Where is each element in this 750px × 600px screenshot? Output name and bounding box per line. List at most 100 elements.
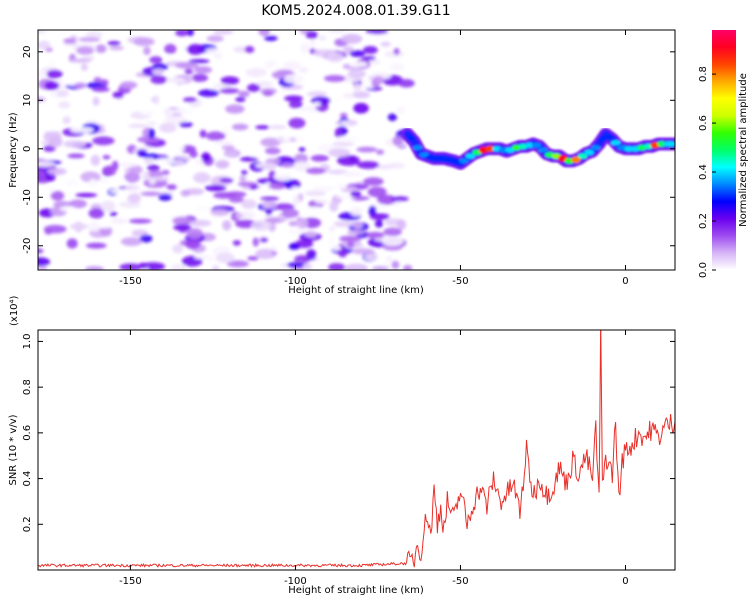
noise-blob bbox=[133, 37, 155, 47]
noise-blob bbox=[88, 178, 98, 188]
colorbar-tick-label: 0.6 bbox=[698, 115, 709, 131]
noise-blob bbox=[281, 163, 295, 168]
noise-blob bbox=[137, 136, 160, 144]
noise-blob bbox=[376, 164, 394, 170]
noise-blob bbox=[110, 217, 128, 225]
noise-blob bbox=[373, 75, 384, 85]
spectrogram-y-tick-label: 10 bbox=[22, 94, 33, 107]
noise-blob bbox=[170, 264, 187, 270]
noise-blob bbox=[95, 44, 107, 53]
noise-blob bbox=[173, 159, 186, 166]
noise-blob bbox=[398, 79, 415, 88]
noise-blob bbox=[225, 191, 247, 198]
noise-blob bbox=[271, 251, 278, 256]
noise-blob bbox=[147, 164, 160, 171]
noise-blob bbox=[143, 46, 151, 56]
noise-blob bbox=[91, 87, 110, 92]
noise-blob bbox=[127, 193, 141, 204]
noise-blob bbox=[152, 68, 165, 76]
colorbar-tick-label: 0.8 bbox=[698, 66, 709, 82]
trace-segment bbox=[610, 140, 621, 146]
noise-blob bbox=[50, 191, 65, 201]
noise-blob bbox=[313, 49, 337, 58]
noise-blob bbox=[356, 161, 380, 169]
noise-blob bbox=[38, 161, 55, 167]
noise-blob bbox=[264, 35, 278, 42]
noise-blob bbox=[78, 37, 101, 42]
noise-blob bbox=[68, 58, 92, 63]
noise-blob bbox=[327, 30, 347, 34]
noise-field bbox=[38, 30, 415, 270]
noise-blob bbox=[43, 224, 67, 234]
noise-blob bbox=[300, 42, 310, 54]
noise-blob bbox=[198, 89, 220, 97]
noise-blob bbox=[295, 239, 314, 249]
noise-blob bbox=[139, 234, 153, 243]
noise-blob bbox=[235, 219, 257, 229]
noise-blob bbox=[92, 96, 100, 106]
noise-blob bbox=[339, 235, 362, 242]
noise-blob bbox=[232, 240, 241, 246]
noise-blob bbox=[67, 153, 85, 159]
snr-x-tick-label: -150 bbox=[119, 576, 142, 587]
trace-segment bbox=[419, 152, 430, 158]
noise-blob bbox=[314, 199, 329, 204]
figure-title: KOM5.2024.008.01.39.G11 bbox=[261, 3, 450, 19]
noise-blob bbox=[100, 79, 109, 86]
noise-blob bbox=[219, 88, 240, 94]
noise-blob bbox=[173, 224, 192, 231]
spectrogram-frame bbox=[37, 29, 676, 271]
noise-blob bbox=[264, 147, 281, 155]
spectrogram-x-tick-label: -100 bbox=[284, 276, 307, 287]
trace-segment bbox=[571, 156, 581, 164]
noise-blob bbox=[339, 112, 348, 119]
noise-blob bbox=[175, 62, 199, 69]
noise-blob bbox=[237, 181, 257, 187]
noise-blob bbox=[312, 186, 336, 191]
snr-x-tick-label: -100 bbox=[284, 576, 307, 587]
noise-blob bbox=[298, 147, 306, 153]
noise-blob bbox=[367, 186, 387, 198]
noise-blob bbox=[328, 226, 336, 232]
noise-blob bbox=[216, 252, 235, 264]
spectrogram-x-tick-label: -50 bbox=[452, 276, 468, 287]
snr-ticks: -150 -100 -50 0 0.2 0.4 0.6 0.8 1.0 bbox=[22, 330, 675, 587]
noise-blob bbox=[204, 184, 227, 192]
noise-blob bbox=[389, 62, 405, 71]
noise-blob bbox=[47, 167, 67, 176]
noise-blob bbox=[87, 221, 101, 232]
noise-blob bbox=[295, 109, 318, 114]
noise-blob bbox=[68, 199, 87, 209]
snr-line bbox=[38, 330, 675, 568]
noise-blob bbox=[328, 263, 346, 270]
noise-blob bbox=[255, 125, 270, 130]
noise-blob bbox=[215, 160, 230, 169]
noise-blob bbox=[97, 223, 112, 229]
noise-blob bbox=[205, 131, 226, 141]
noise-blob bbox=[273, 171, 294, 182]
noise-blob bbox=[199, 129, 207, 138]
noise-blob bbox=[53, 200, 71, 208]
noise-blob bbox=[175, 30, 189, 37]
noise-blob bbox=[324, 75, 346, 82]
colorbar-gradient bbox=[712, 30, 736, 270]
noise-blob bbox=[337, 184, 348, 190]
noise-blob bbox=[334, 128, 342, 138]
spectrogram-x-tick-label: -150 bbox=[119, 276, 142, 287]
noise-blob bbox=[363, 201, 370, 209]
noise-blob bbox=[363, 177, 384, 186]
noise-blob bbox=[245, 67, 267, 78]
spectrogram-y-tick-label: 20 bbox=[22, 45, 33, 58]
colorbar-tick-label: 0.0 bbox=[698, 262, 709, 278]
noise-blob bbox=[46, 69, 63, 79]
snr-x-tick-label: -50 bbox=[452, 576, 468, 587]
noise-blob bbox=[38, 248, 44, 254]
noise-blob bbox=[63, 264, 83, 270]
noise-blob bbox=[226, 260, 249, 268]
snr-y-multiplier: (x10⁴) bbox=[9, 295, 20, 326]
trace-segment bbox=[663, 141, 675, 147]
noise-blob bbox=[293, 195, 301, 205]
trace-segment bbox=[531, 142, 542, 148]
noise-blob bbox=[347, 69, 366, 79]
